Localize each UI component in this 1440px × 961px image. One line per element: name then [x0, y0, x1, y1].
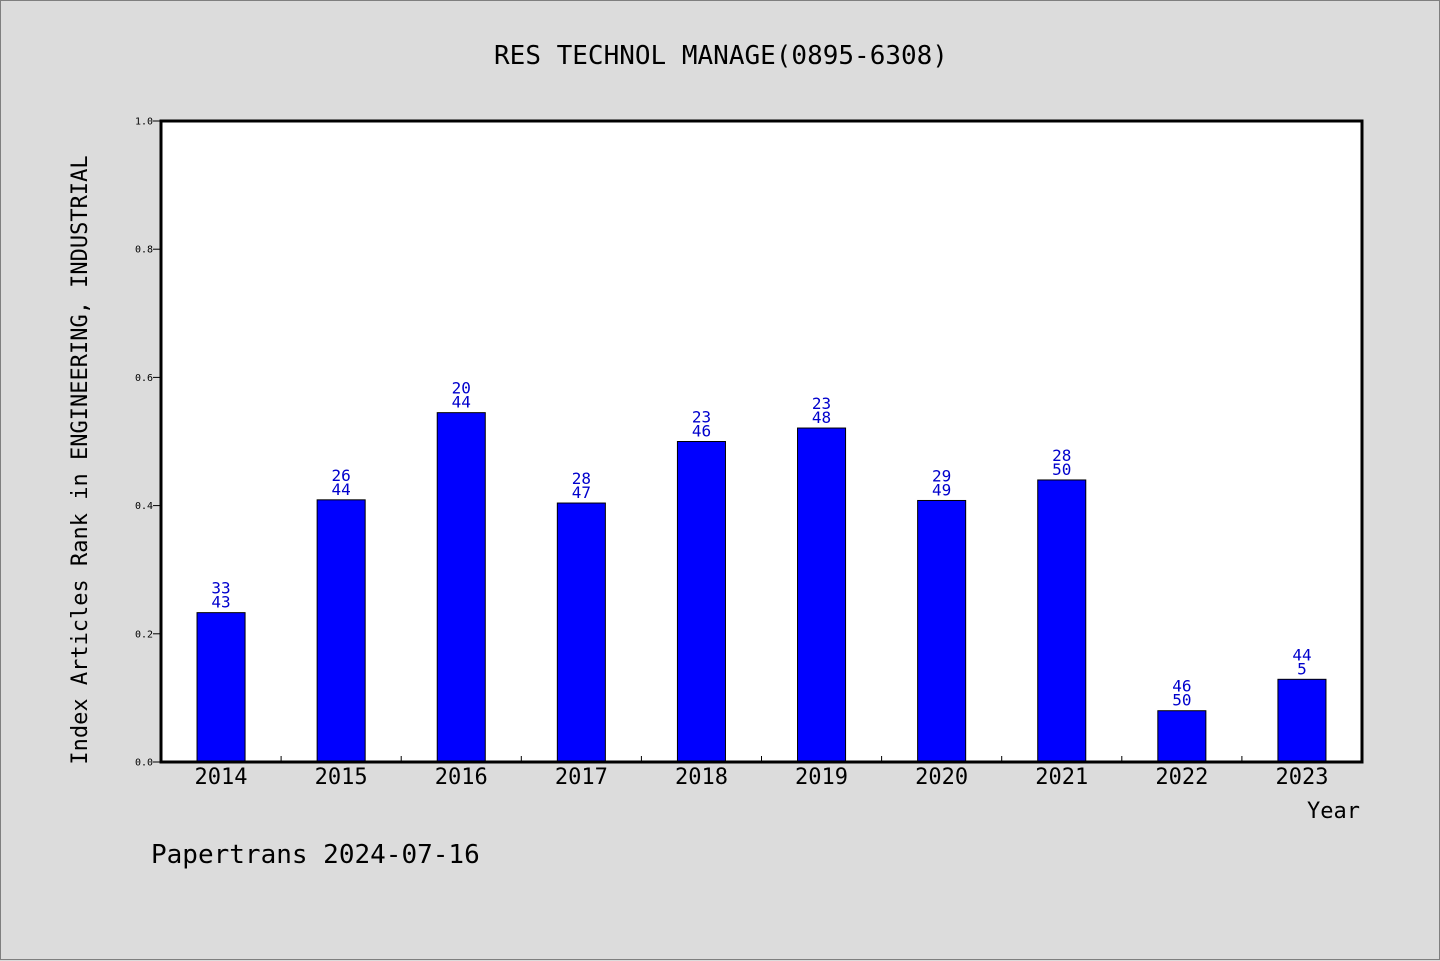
bar-2023	[1277, 678, 1327, 763]
data-label-bottom: 43	[211, 593, 230, 612]
y-axis-label: Index Articles Rank in ENGINEERING, INDU…	[68, 155, 93, 764]
data-label-bottom: 47	[572, 483, 591, 502]
bar-2014	[196, 612, 246, 763]
data-label-bottom: 49	[932, 480, 951, 499]
data-label-top: 29	[932, 466, 951, 485]
y-tick-label: 0.8	[135, 245, 153, 256]
data-label-top: 26	[332, 466, 351, 485]
data-label-bottom: 50	[1172, 691, 1191, 710]
data-label-bottom: 48	[812, 408, 831, 427]
x-tick-label: 2017	[555, 765, 608, 790]
data-label-top: 20	[452, 379, 471, 398]
x-tick-label: 2019	[795, 765, 848, 790]
data-label-bottom: 44	[452, 393, 471, 412]
plot-border	[159, 119, 1364, 764]
y-tick-label: 0.0	[135, 758, 153, 769]
y-tick-label: 0.4	[135, 501, 153, 512]
data-label-top: 33	[211, 579, 230, 598]
data-label-top: 46	[1172, 677, 1191, 696]
data-label-bottom: 5	[1297, 659, 1307, 678]
bar-2016	[436, 412, 486, 763]
data-label-bottom: 44	[332, 480, 351, 499]
x-axis-label: Year	[1307, 799, 1360, 824]
bar-2019	[797, 427, 847, 763]
data-label-bottom: 46	[692, 422, 711, 441]
x-tick-label: 2022	[1155, 765, 1208, 790]
bars	[196, 412, 1327, 763]
chart-title: RES TECHNOL MANAGE(0895-6308)	[494, 41, 948, 71]
x-tick-label: 2021	[1035, 765, 1088, 790]
x-tick-label: 2018	[675, 765, 728, 790]
data-label-top: 28	[1052, 446, 1071, 465]
x-tick-label: 2016	[435, 765, 488, 790]
bar-2015	[316, 499, 366, 763]
data-label-top: 28	[572, 469, 591, 488]
y-tick-label: 1.0	[135, 117, 153, 128]
bar-2017	[556, 502, 606, 763]
data-label-top: 23	[692, 408, 711, 427]
y-tick-label: 0.2	[135, 629, 153, 640]
bar-2018	[676, 441, 726, 763]
footer-text: Papertrans 2024-07-16	[151, 840, 480, 870]
bar-2022	[1157, 710, 1207, 763]
x-axis-ticks: 2014 2015 2016 2017 2018 2019 2020 2021 2022 2023	[195, 756, 1328, 790]
bar-2021	[1037, 479, 1087, 763]
y-axis-ticks: 0.0 0.2 0.4 0.6 0.8 1.0	[135, 117, 161, 769]
x-tick-label: 2020	[915, 765, 968, 790]
data-label-top: 44	[1292, 645, 1311, 664]
x-tick-label: 2015	[315, 765, 368, 790]
x-tick-label: 2014	[195, 765, 248, 790]
data-label-top: 23	[812, 394, 831, 413]
x-tick-label: 2023	[1275, 765, 1328, 790]
bar-2020	[917, 499, 967, 763]
y-tick-label: 0.6	[135, 373, 153, 384]
data-label-bottom: 50	[1052, 460, 1071, 479]
